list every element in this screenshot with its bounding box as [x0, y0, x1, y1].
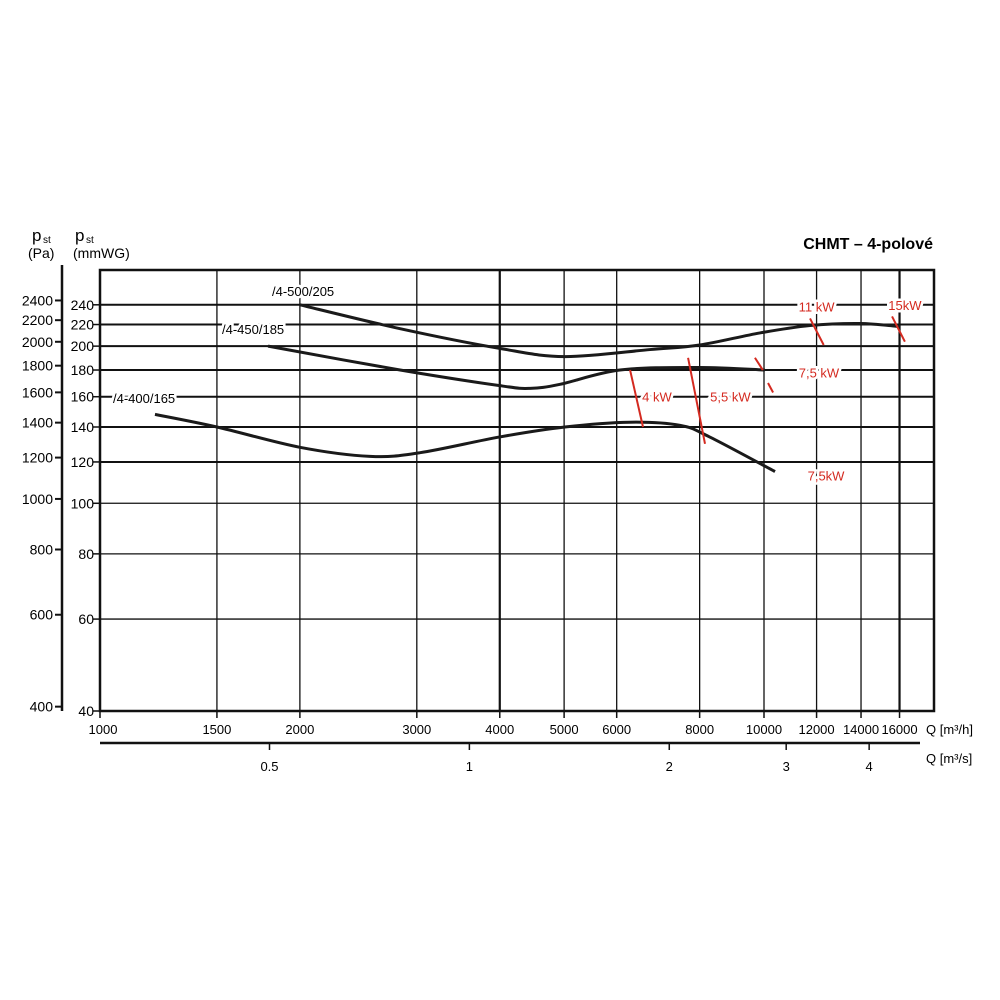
x2-tick-label: 2 [666, 759, 673, 774]
power-line [891, 315, 906, 343]
power-label: 4 kW [642, 390, 672, 405]
power-line [754, 357, 764, 371]
x-axis-label: Q [m³/h] [926, 722, 973, 737]
y-axis-unit: (mmWG) [73, 245, 130, 261]
pa-tick-label: 1600 [22, 384, 53, 400]
power-label: 7,5kW [808, 469, 846, 484]
power-label: 11 kW [799, 300, 836, 315]
pa-tick-label: 600 [30, 607, 54, 623]
mmwg-tick-label: 120 [71, 454, 95, 470]
chart-title: CHMT – 4-polové [803, 236, 933, 253]
y-axis-symbol: p [32, 226, 41, 245]
mmwg-tick-label: 180 [71, 362, 95, 378]
pa-tick-label: 1000 [22, 491, 53, 507]
x-tick-label: 4000 [485, 722, 514, 737]
series-label: /4-500/205 [272, 284, 334, 299]
x-tick-label: 6000 [602, 722, 631, 737]
x-tick-label: 2000 [285, 722, 314, 737]
x-tick-label: 5000 [550, 722, 579, 737]
x-tick-label: 3000 [402, 722, 431, 737]
pa-tick-label: 1200 [22, 450, 53, 466]
power-label: 15kW [888, 298, 922, 313]
x-tick-label: 8000 [685, 722, 714, 737]
y-axis-subscript: st [86, 235, 94, 246]
mmwg-tick-label: 100 [71, 495, 95, 511]
pa-tick-label: 1800 [22, 358, 53, 374]
plot-frame [98, 268, 936, 713]
pa-tick-label: 2400 [22, 292, 53, 308]
x-tick-label: 10000 [746, 722, 782, 737]
x-tick-label: 12000 [798, 722, 834, 737]
mmwg-tick-label: 140 [71, 419, 95, 435]
pa-tick-label: 2000 [22, 334, 53, 350]
mmwg-tick-label: 40 [78, 703, 94, 719]
y-axis-unit: (Pa) [28, 245, 54, 261]
series-line [154, 412, 776, 473]
axes: 4006008001000120014001600180020002200240… [22, 226, 973, 774]
pa-tick-label: 400 [30, 699, 54, 715]
series-label: /4-450/185 [222, 322, 284, 337]
power-line [629, 369, 644, 428]
y-axis-subscript: st [43, 235, 51, 246]
x2-tick-label: 3 [783, 759, 790, 774]
power-label: 7,5 kW [799, 366, 840, 381]
power-label: 5,5 kW [710, 390, 751, 405]
x2-axis-label: Q [m³/s] [926, 751, 972, 766]
mmwg-tick-label: 80 [78, 546, 94, 562]
mmwg-tick-label: 240 [71, 297, 95, 313]
x-tick-label: 1000 [89, 722, 118, 737]
pa-tick-label: 2200 [22, 312, 53, 328]
mmwg-tick-label: 220 [71, 317, 95, 333]
power-line [687, 357, 706, 444]
x-tick-label: 1500 [202, 722, 231, 737]
y-axis-symbol: p [75, 226, 84, 245]
curves: /4-500/205/4-450/185/4-400/165 [111, 282, 901, 473]
series-label: /4-400/165 [113, 391, 175, 406]
x2-tick-label: 4 [866, 759, 873, 774]
mmwg-tick-label: 60 [78, 611, 94, 627]
series-line [299, 303, 901, 359]
power-line [809, 317, 825, 346]
x2-tick-label: 0.5 [260, 759, 278, 774]
pa-tick-label: 800 [30, 542, 54, 558]
pa-tick-label: 1400 [22, 415, 53, 431]
mmwg-tick-label: 160 [71, 389, 95, 405]
power-lines: 4 kW 5,5 kW 7,5 kW 11 kW 15kW 7,5kW [629, 295, 925, 486]
x-tick-label: 14000 [843, 722, 879, 737]
x-tick-label: 16000 [881, 722, 917, 737]
power-line [767, 382, 774, 393]
grid [98, 268, 936, 713]
mmwg-tick-label: 200 [71, 338, 95, 354]
x2-tick-label: 1 [466, 759, 473, 774]
